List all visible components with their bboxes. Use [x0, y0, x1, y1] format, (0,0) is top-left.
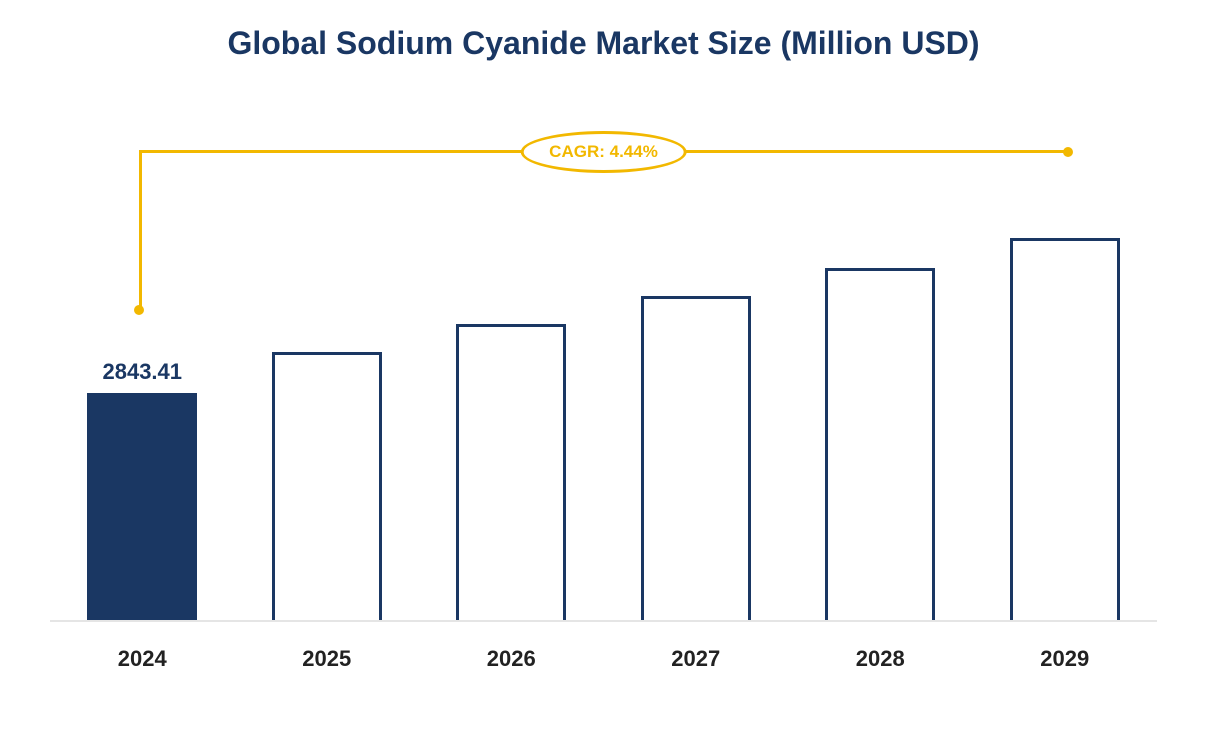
bar [87, 393, 197, 620]
bar [641, 296, 751, 620]
cagr-connector-line-right [659, 150, 1069, 153]
x-axis-label: 2024 [87, 646, 197, 672]
chart-area: CAGR: 4.44% 2843.41 2024 2025 2026 2027 2028… [50, 140, 1157, 692]
chart-title: Global Sodium Cyanide Market Size (Milli… [0, 25, 1207, 62]
bar-wrap [456, 220, 566, 620]
bar [456, 324, 566, 620]
bar-wrap [641, 220, 751, 620]
bar-value-label: 2843.41 [102, 359, 182, 385]
bars-row: 2843.41 [50, 220, 1157, 622]
bar-wrap: 2843.41 [87, 220, 197, 620]
bar-wrap [272, 220, 382, 620]
bar [1010, 238, 1120, 620]
cagr-terminal-dot-right [1063, 147, 1073, 157]
cagr-badge: CAGR: 4.44% [520, 131, 687, 173]
x-axis-label: 2025 [272, 646, 382, 672]
x-axis-label: 2029 [1010, 646, 1120, 672]
x-axis-labels: 2024 2025 2026 2027 2028 2029 [50, 646, 1157, 672]
x-axis-label: 2028 [825, 646, 935, 672]
bar [825, 268, 935, 620]
bar-wrap [1010, 220, 1120, 620]
x-axis-label: 2027 [641, 646, 751, 672]
x-axis-label: 2026 [456, 646, 566, 672]
bar-wrap [825, 220, 935, 620]
bar [272, 352, 382, 620]
cagr-connector-line-left [139, 150, 549, 153]
cagr-annotation: CAGR: 4.44% [50, 140, 1157, 200]
